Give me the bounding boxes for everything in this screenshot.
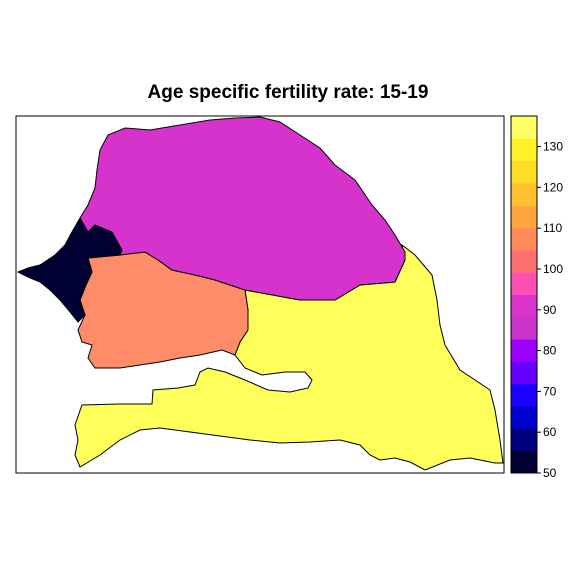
legend-ticks: 50 60 70 80 90 100 110 120 130 <box>537 140 563 480</box>
legend-tick-label: 50 <box>543 466 557 480</box>
legend-tick-label: 90 <box>543 303 557 317</box>
legend-tick-label: 60 <box>543 425 557 439</box>
legend-swatch <box>511 294 537 318</box>
legend-tick-label: 120 <box>543 180 563 194</box>
legend-swatch <box>511 450 537 474</box>
legend-swatch <box>511 316 537 340</box>
legend-swatch <box>511 383 537 407</box>
legend-swatch <box>511 406 537 429</box>
legend-swatch <box>511 138 537 162</box>
legend-swatch <box>511 361 537 385</box>
legend-tick-label: 100 <box>543 262 563 276</box>
legend-swatch <box>511 182 537 206</box>
region-south-east[interactable] <box>74 243 504 471</box>
legend-frame <box>510 115 538 474</box>
legend-swatch <box>511 160 537 184</box>
region-north[interactable] <box>79 116 406 301</box>
legend-tick-label: 130 <box>543 140 563 154</box>
legend-swatch <box>511 428 537 452</box>
map-frame <box>15 115 505 474</box>
legend-swatch <box>511 227 537 251</box>
legend-swatch <box>511 205 537 229</box>
color-legend <box>511 116 537 474</box>
map-title: Age specific fertility rate: 15-19 <box>147 82 429 103</box>
legend-tick-label: 80 <box>543 344 557 358</box>
legend-tick-label: 110 <box>543 221 562 235</box>
legend-tick-label: 70 <box>543 384 557 398</box>
legend-swatch <box>511 339 537 362</box>
legend-swatch <box>511 272 537 295</box>
legend-swatch <box>511 116 537 139</box>
legend-swatch <box>511 249 537 273</box>
